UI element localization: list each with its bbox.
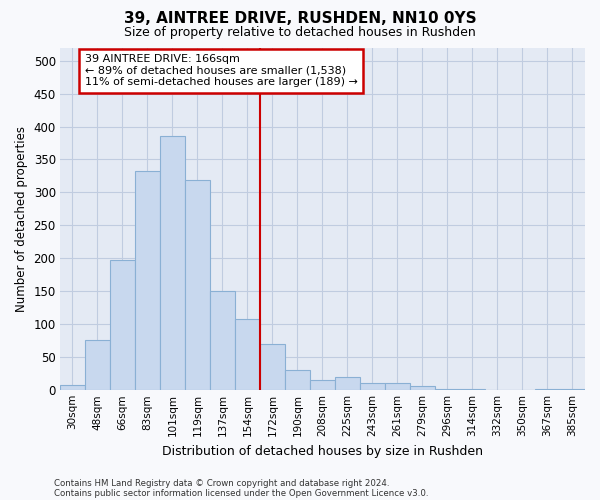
Bar <box>435 388 460 390</box>
Bar <box>360 384 385 390</box>
Y-axis label: Number of detached properties: Number of detached properties <box>15 126 28 312</box>
Text: 39, AINTREE DRIVE, RUSHDEN, NN10 0YS: 39, AINTREE DRIVE, RUSHDEN, NN10 0YS <box>124 11 476 26</box>
Bar <box>460 389 485 390</box>
Text: Contains public sector information licensed under the Open Government Licence v3: Contains public sector information licen… <box>54 488 428 498</box>
Bar <box>560 388 585 390</box>
Bar <box>185 180 210 390</box>
Bar <box>385 382 410 390</box>
Text: Contains HM Land Registry data © Crown copyright and database right 2024.: Contains HM Land Registry data © Crown c… <box>54 478 389 488</box>
Bar <box>85 340 110 390</box>
Text: 39 AINTREE DRIVE: 166sqm
← 89% of detached houses are smaller (1,538)
11% of sem: 39 AINTREE DRIVE: 166sqm ← 89% of detach… <box>85 54 358 88</box>
Bar <box>285 370 310 390</box>
Bar <box>60 384 85 390</box>
Bar <box>335 376 360 390</box>
Bar <box>160 136 185 390</box>
Bar <box>410 386 435 390</box>
Bar <box>210 291 235 390</box>
Bar <box>260 344 285 390</box>
Bar <box>135 172 160 390</box>
Bar <box>535 389 560 390</box>
Bar <box>110 260 135 390</box>
X-axis label: Distribution of detached houses by size in Rushden: Distribution of detached houses by size … <box>162 444 483 458</box>
Text: Size of property relative to detached houses in Rushden: Size of property relative to detached ho… <box>124 26 476 39</box>
Bar <box>310 380 335 390</box>
Bar <box>235 319 260 390</box>
